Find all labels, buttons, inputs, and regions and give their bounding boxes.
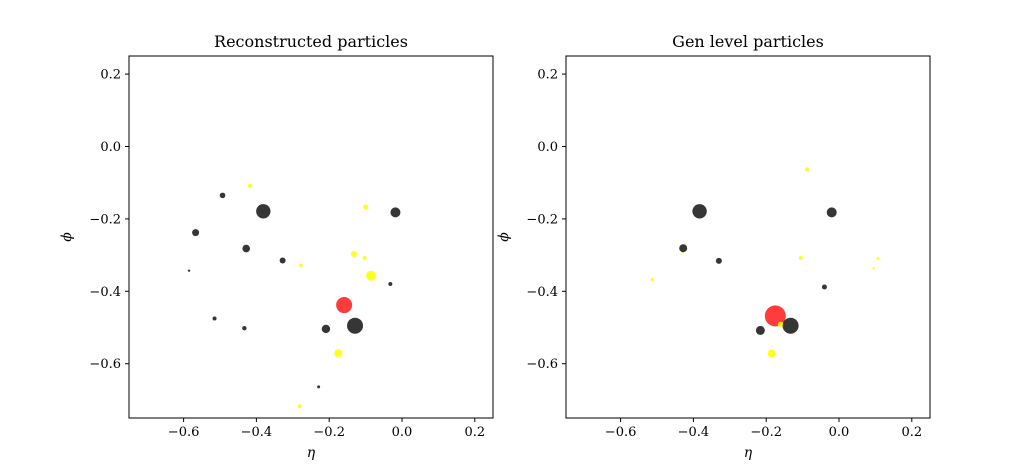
- x-tick-label: 0.0: [392, 425, 413, 440]
- data-point-charged: [755, 325, 765, 335]
- y-tick-label: 0.0: [100, 140, 121, 155]
- data-point-neutral: [804, 167, 809, 172]
- chart-title: Reconstructed particles: [214, 32, 408, 51]
- panel-1: Reconstructed particles −0.6 −0.4 −0.2 0.0 0.…: [59, 32, 494, 461]
- data-point-charged: [279, 257, 286, 264]
- x-tick-label: 0.2: [901, 425, 922, 440]
- data-point-charged: [782, 317, 799, 334]
- x-tick-label: −0.2: [313, 425, 345, 440]
- x-tick-label: −0.4: [678, 425, 710, 440]
- y-tick-label: −0.4: [89, 285, 121, 300]
- y-tick-label: 0.2: [100, 68, 121, 83]
- data-point-charged: [692, 204, 707, 219]
- y-tick-label: −0.6: [89, 357, 121, 372]
- x-tick-label: −0.6: [168, 425, 200, 440]
- data-point-neutral: [362, 256, 367, 260]
- data-points: [187, 183, 401, 409]
- data-points: [650, 167, 880, 358]
- data-point-neutral: [299, 263, 303, 268]
- data-point-charged: [388, 282, 393, 287]
- data-point-highlight: [764, 305, 786, 327]
- axes-frame: [565, 55, 931, 419]
- y-tick-label: 0.0: [537, 140, 558, 155]
- y-tick-label: 0.2: [537, 68, 558, 83]
- data-point-charged: [679, 244, 688, 253]
- data-point-charged: [317, 385, 321, 389]
- data-point-neutral: [363, 204, 369, 210]
- data-point-neutral: [297, 404, 302, 409]
- data-point-neutral: [247, 183, 252, 188]
- panel-2: Gen level particles −0.6 −0.4 −0.2 0.0 0.2 0.2…: [496, 32, 931, 461]
- y-tick-label: −0.2: [526, 212, 558, 227]
- x-axis-label: η: [744, 445, 753, 461]
- data-point-neutral: [350, 251, 357, 258]
- y-axis-label: ϕ: [496, 232, 512, 242]
- y-axis-label: ϕ: [59, 232, 75, 242]
- data-point-charged: [187, 269, 191, 272]
- data-point-charged: [821, 284, 827, 290]
- x-tick-label: −0.6: [605, 425, 637, 440]
- y-tick-label: −0.6: [526, 357, 558, 372]
- data-point-charged: [219, 192, 226, 199]
- data-point-neutral: [334, 349, 343, 358]
- data-point-charged: [390, 207, 401, 218]
- data-point-charged: [256, 204, 271, 219]
- data-point-charged: [321, 324, 331, 334]
- y-tick-label: −0.4: [526, 285, 558, 300]
- chart-title: Gen level particles: [672, 32, 824, 51]
- data-point-charged: [715, 257, 722, 264]
- data-point-highlight: [336, 297, 353, 314]
- y-tick-label: −0.2: [89, 212, 121, 227]
- x-tick-label: 0.0: [829, 425, 850, 440]
- x-tick-label: −0.2: [750, 425, 782, 440]
- data-point-neutral: [777, 321, 784, 328]
- data-point-charged: [347, 317, 364, 334]
- data-point-neutral: [767, 349, 776, 358]
- data-point-charged: [826, 207, 837, 218]
- data-point-charged: [212, 316, 217, 321]
- data-point-charged: [242, 326, 247, 331]
- x-tick-label: −0.4: [241, 425, 273, 440]
- axes-frame: [128, 55, 494, 419]
- data-point-neutral: [872, 267, 875, 270]
- data-point-neutral: [366, 270, 377, 281]
- data-point-neutral: [798, 256, 803, 260]
- x-tick-label: 0.2: [464, 425, 485, 440]
- data-point-neutral: [876, 257, 880, 261]
- data-point-charged: [192, 229, 200, 237]
- data-point-neutral: [650, 277, 654, 281]
- x-axis-label: η: [307, 445, 316, 461]
- data-point-charged: [242, 244, 251, 253]
